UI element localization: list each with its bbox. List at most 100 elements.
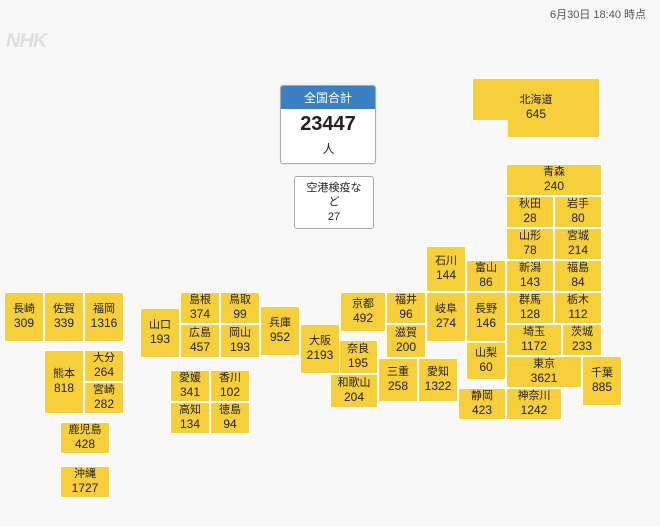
pref-iwate[interactable]: 岩手80 — [554, 196, 602, 228]
pref-chiba[interactable]: 千葉885 — [582, 356, 622, 406]
pref-value: 339 — [45, 316, 83, 331]
pref-name: 滋賀 — [387, 327, 425, 341]
national-total-value: 23447人 — [281, 109, 375, 163]
pref-tochigi[interactable]: 栃木112 — [554, 292, 602, 324]
pref-name: 富山 — [467, 262, 505, 276]
pref-value: 99 — [221, 307, 259, 322]
pref-shiga[interactable]: 滋賀200 — [386, 324, 426, 358]
pref-yamagata[interactable]: 山形78 — [506, 228, 554, 260]
pref-value: 341 — [171, 385, 209, 400]
pref-toyama[interactable]: 富山86 — [466, 260, 506, 292]
pref-name: 宮崎 — [85, 384, 123, 398]
pref-niigata[interactable]: 新潟143 — [506, 260, 554, 292]
national-total-label: 全国合計 — [281, 86, 375, 109]
pref-name: 新潟 — [507, 262, 553, 276]
pref-value: 200 — [387, 340, 425, 355]
pref-nara[interactable]: 奈良195 — [338, 340, 378, 374]
pref-value: 146 — [467, 316, 505, 331]
pref-value: 233 — [563, 339, 601, 354]
pref-value: 193 — [221, 340, 259, 355]
pref-name: 青森 — [507, 166, 601, 180]
pref-kochi[interactable]: 高知134 — [170, 402, 210, 434]
pref-fukushima[interactable]: 福島84 — [554, 260, 602, 292]
pref-yamaguchi[interactable]: 山口193 — [140, 308, 180, 358]
pref-hyogo[interactable]: 兵庫952 — [260, 306, 300, 356]
pref-value: 204 — [331, 390, 377, 405]
pref-okinawa[interactable]: 沖縄1727 — [60, 466, 110, 498]
pref-ishikawa[interactable]: 石川144 — [426, 246, 466, 292]
pref-value: 492 — [341, 311, 385, 326]
pref-value: 143 — [507, 275, 553, 290]
pref-akita[interactable]: 秋田28 — [506, 196, 554, 228]
pref-osaka[interactable]: 大阪2193 — [300, 324, 340, 374]
pref-nagasaki[interactable]: 長崎309 — [4, 292, 44, 342]
pref-value: 28 — [507, 211, 553, 226]
pref-fukuoka[interactable]: 福岡1316 — [84, 292, 124, 342]
pref-name: 栃木 — [555, 294, 601, 308]
pref-name: 沖縄 — [61, 468, 109, 482]
pref-name: 愛知 — [419, 366, 457, 380]
pref-name: 三重 — [379, 366, 417, 380]
pref-hokkaido[interactable]: 北海道645 — [472, 78, 600, 138]
pref-value: 885 — [583, 380, 621, 395]
pref-name: 岩手 — [555, 198, 601, 212]
pref-miyazaki[interactable]: 宮崎282 — [84, 382, 124, 414]
pref-value: 428 — [61, 437, 109, 452]
pref-value: 134 — [171, 417, 209, 432]
national-total-number: 23447 — [300, 113, 356, 135]
pref-name: 兵庫 — [261, 317, 299, 331]
pref-miyagi[interactable]: 宮城214 — [554, 228, 602, 260]
pref-fukui[interactable]: 福井96 — [386, 292, 426, 324]
pref-kyoto[interactable]: 京都492 — [340, 292, 386, 332]
pref-shimane[interactable]: 島根374 — [180, 292, 220, 324]
pref-name: 群馬 — [507, 294, 553, 308]
pref-value: 3621 — [507, 371, 581, 386]
pref-nagano[interactable]: 長野146 — [466, 292, 506, 342]
pref-value: 96 — [387, 307, 425, 322]
pref-value: 240 — [507, 179, 601, 194]
national-total-box: 全国合計 23447人 — [280, 85, 376, 164]
pref-kanagawa[interactable]: 神奈川1242 — [506, 388, 562, 420]
pref-gifu[interactable]: 岐阜274 — [426, 292, 466, 342]
pref-kumamoto[interactable]: 熊本818 — [44, 350, 84, 414]
pref-wakayama[interactable]: 和歌山204 — [330, 374, 378, 408]
pref-saitama[interactable]: 埼玉1172 — [506, 324, 562, 356]
pref-ehime[interactable]: 愛媛341 — [170, 370, 210, 402]
pref-shizuoka[interactable]: 静岡423 — [458, 388, 506, 420]
pref-name: 愛媛 — [171, 372, 209, 386]
pref-saga[interactable]: 佐賀339 — [44, 292, 84, 342]
pref-name: 山梨 — [467, 347, 505, 361]
pref-tokyo[interactable]: 東京3621 — [506, 356, 582, 388]
pref-value: 144 — [427, 268, 465, 283]
pref-aomori[interactable]: 青森240 — [506, 164, 602, 196]
pref-value: 1172 — [507, 339, 561, 354]
pref-hiroshima[interactable]: 広島457 — [180, 324, 220, 358]
pref-mie[interactable]: 三重258 — [378, 358, 418, 402]
pref-name: 静岡 — [459, 390, 505, 404]
pref-value: 274 — [427, 316, 465, 331]
pref-aichi[interactable]: 愛知1322 — [418, 358, 458, 402]
pref-tottori[interactable]: 鳥取99 — [220, 292, 260, 324]
pref-name: 岐阜 — [427, 303, 465, 317]
pref-kagoshima[interactable]: 鹿児島428 — [60, 422, 110, 454]
pref-name: 広島 — [181, 327, 219, 341]
pref-kagawa[interactable]: 香川102 — [210, 370, 250, 402]
pref-name: 高知 — [171, 404, 209, 418]
pref-value: 112 — [555, 307, 601, 322]
pref-value: 645 — [473, 107, 599, 122]
pref-tokushima[interactable]: 徳島94 — [210, 402, 250, 434]
nhk-watermark: NHK — [6, 30, 46, 53]
pref-ibaraki[interactable]: 茨城233 — [562, 324, 602, 356]
airport-quarantine-box: 空港検疫など 27 — [294, 176, 374, 229]
pref-value: 195 — [339, 356, 377, 371]
pref-name: 山形 — [507, 230, 553, 244]
pref-okayama[interactable]: 岡山193 — [220, 324, 260, 358]
pref-name: 神奈川 — [507, 390, 561, 404]
pref-value: 374 — [181, 307, 219, 322]
pref-gunma[interactable]: 群馬128 — [506, 292, 554, 324]
pref-oita[interactable]: 大分264 — [84, 350, 124, 382]
pref-value: 193 — [141, 332, 179, 347]
pref-name: 長崎 — [5, 303, 43, 317]
pref-yamanashi[interactable]: 山梨60 — [466, 342, 506, 380]
pref-name: 和歌山 — [331, 377, 377, 391]
